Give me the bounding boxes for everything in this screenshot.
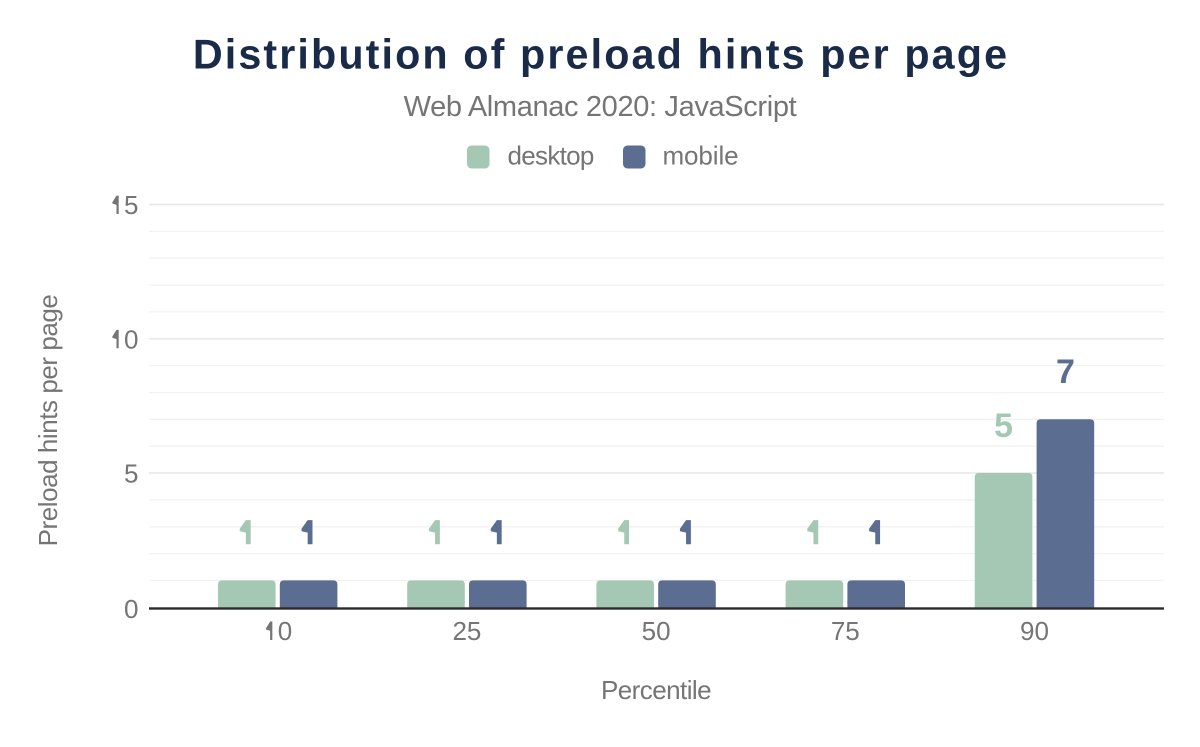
svg-text:5: 5 — [124, 190, 138, 220]
svg-text:Web Almanac 2020: JavaScript: Web Almanac 2020: JavaScript — [404, 91, 797, 123]
svg-text:Percentile: Percentile — [601, 675, 711, 705]
svg-text:mobile: mobile — [663, 141, 739, 171]
svg-text:0: 0 — [124, 324, 138, 354]
svg-text:Distribution of preload hints: Distribution of preload hints per page — [193, 32, 1009, 78]
svg-text:0: 0 — [124, 594, 138, 624]
svg-text:90: 90 — [1020, 616, 1049, 646]
svg-text:5: 5 — [124, 459, 138, 489]
svg-text:desktop: desktop — [508, 141, 594, 171]
svg-text:50: 50 — [642, 616, 671, 646]
svg-text:0: 0 — [278, 616, 292, 646]
svg-text:75: 75 — [831, 616, 860, 646]
svg-text:7: 7 — [1056, 353, 1075, 391]
svg-text:25: 25 — [452, 616, 481, 646]
svg-text:5: 5 — [994, 407, 1013, 445]
svg-text:Preload hints per page: Preload hints per page — [33, 295, 63, 547]
